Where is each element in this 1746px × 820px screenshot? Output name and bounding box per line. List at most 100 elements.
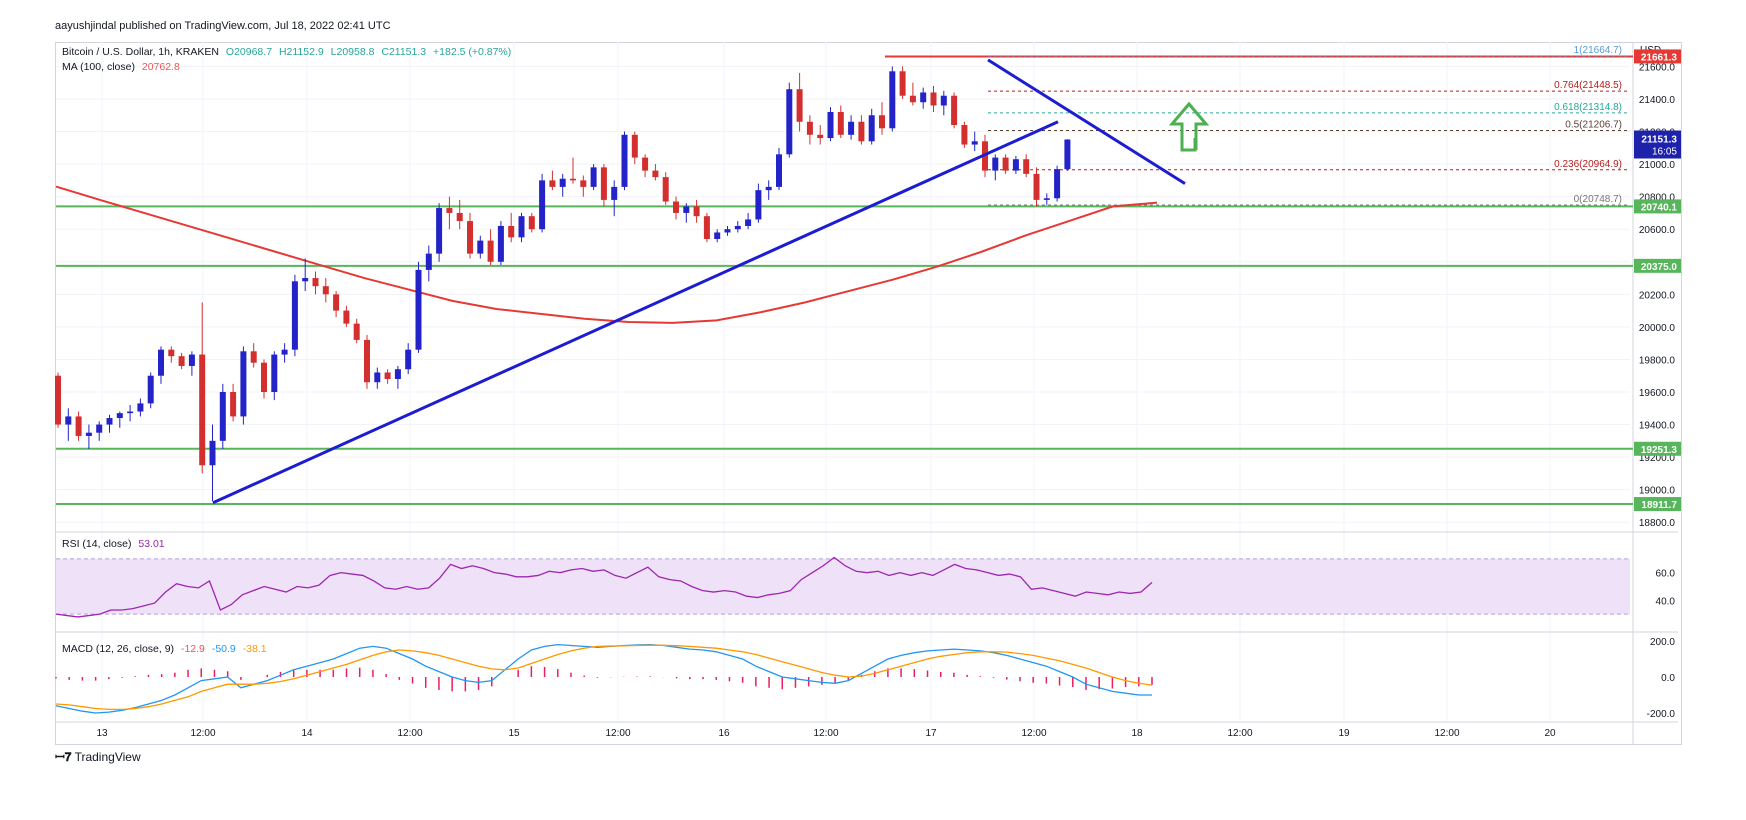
time-tick: 20 — [1544, 728, 1556, 739]
candle-body — [940, 95, 947, 106]
current-price-label: 21151.3 — [1641, 135, 1677, 146]
high-value: H21152.9 — [278, 46, 324, 58]
candle-body — [683, 206, 690, 213]
level-label: 19251.3 — [1641, 445, 1678, 456]
candle-body — [199, 354, 206, 466]
candle-body — [930, 92, 937, 106]
candle-body — [127, 411, 134, 414]
candle-body — [652, 170, 659, 178]
macd-label: MACD (12, 26, close, 9) — [62, 643, 175, 655]
candle-body — [961, 125, 968, 145]
time-tick: 14 — [301, 728, 313, 739]
rsi-tick: 40.0 — [1656, 596, 1676, 607]
price-tick: 19800.0 — [1639, 355, 1676, 366]
candle-body — [714, 232, 721, 239]
candle-body — [65, 416, 72, 425]
candle-body — [364, 339, 370, 383]
rsi-legend: RSI (14, close) 53.01 — [62, 538, 169, 550]
candle-body — [394, 369, 401, 379]
change-value: +182.5 (+0.87%) — [433, 46, 512, 58]
tv-logo-icon: ꟷ𝟕 — [55, 750, 72, 764]
price-tick: 21400.0 — [1639, 95, 1676, 106]
candle-body — [467, 221, 473, 254]
candle-body — [168, 349, 175, 357]
ma-label: MA (100, close) — [62, 61, 135, 73]
fib-label: 0(20748.7) — [1574, 194, 1622, 205]
candle-body — [673, 201, 679, 213]
candle-body — [879, 115, 885, 129]
brand-label: TradingView — [74, 750, 141, 764]
candle-body — [631, 134, 638, 158]
macd-signal: -50.9 — [211, 643, 236, 655]
candle-body — [425, 253, 432, 270]
price-tick: 19600.0 — [1639, 388, 1676, 399]
candle-body — [992, 157, 999, 171]
candle-body — [106, 418, 113, 425]
candle-body — [405, 349, 412, 370]
price-tick: 21000.0 — [1639, 160, 1676, 171]
candle-body — [353, 323, 360, 340]
candle-body — [261, 362, 267, 392]
time-tick: 13 — [96, 728, 108, 739]
candle-body — [1012, 159, 1019, 171]
candle-body — [55, 375, 61, 425]
candle-body — [209, 440, 216, 466]
candle-body — [776, 154, 782, 187]
price-tick: 19200.0 — [1639, 453, 1676, 464]
candle-body — [158, 349, 164, 376]
candle-body — [137, 403, 144, 412]
candle-body — [322, 286, 329, 295]
candle-body — [827, 112, 834, 139]
candle-body — [693, 206, 700, 217]
candle-body — [765, 186, 772, 191]
candle-body — [724, 229, 731, 233]
candle-body — [456, 212, 463, 222]
candle-body — [745, 219, 752, 226]
candle-body — [837, 112, 844, 135]
price-tick: 20600.0 — [1639, 225, 1676, 236]
level-tag — [1634, 49, 1681, 64]
fib-label: 1(21664.7) — [1574, 45, 1622, 56]
candle-body — [786, 89, 793, 155]
macd-tick: 0.0 — [1661, 673, 1675, 684]
candle-body — [909, 95, 916, 103]
candle-body — [971, 141, 978, 145]
fib-label: 0.764(21448.5) — [1554, 80, 1622, 91]
price-tick: 20200.0 — [1639, 290, 1676, 301]
candle-body — [549, 180, 556, 187]
candle-body — [250, 351, 257, 363]
candle-body — [806, 121, 813, 135]
candle-body — [899, 71, 906, 96]
candle-body — [312, 278, 319, 287]
tradingview-logo[interactable]: ꟷ𝟕 TradingView — [55, 748, 141, 765]
candle-body — [343, 310, 350, 324]
low-value: L20958.8 — [330, 46, 375, 58]
candle-body — [559, 178, 566, 187]
countdown-label: 16:05 — [1652, 147, 1677, 158]
candle-body — [796, 89, 803, 122]
level-tag — [1634, 258, 1681, 273]
rsi-band — [56, 558, 1630, 615]
time-tick: 15 — [508, 728, 520, 739]
price-tick: 20800.0 — [1639, 193, 1676, 204]
descending-trendline — [987, 58, 1186, 185]
candle-body — [96, 424, 103, 433]
publisher-caption: aayushjindal published on TradingView.co… — [55, 20, 391, 32]
candle-body — [817, 134, 824, 139]
candle-body — [755, 190, 762, 220]
candle-body — [518, 216, 525, 238]
candle-body — [230, 392, 237, 417]
signal-line — [55, 644, 1153, 711]
candle-body — [889, 71, 896, 129]
candle-body — [848, 121, 855, 135]
candle-body — [662, 177, 669, 202]
candle-body — [951, 95, 958, 126]
candle-body — [1023, 159, 1030, 174]
candle-body — [497, 225, 504, 262]
candle-body — [333, 294, 340, 311]
ma-legend: MA (100, close) 20762.8 — [62, 61, 184, 73]
candle-body — [734, 225, 741, 230]
rsi-tick: 60.0 — [1656, 569, 1676, 580]
symbol-title: Bitcoin / U.S. Dollar, 1h, KRAKEN — [62, 46, 219, 58]
